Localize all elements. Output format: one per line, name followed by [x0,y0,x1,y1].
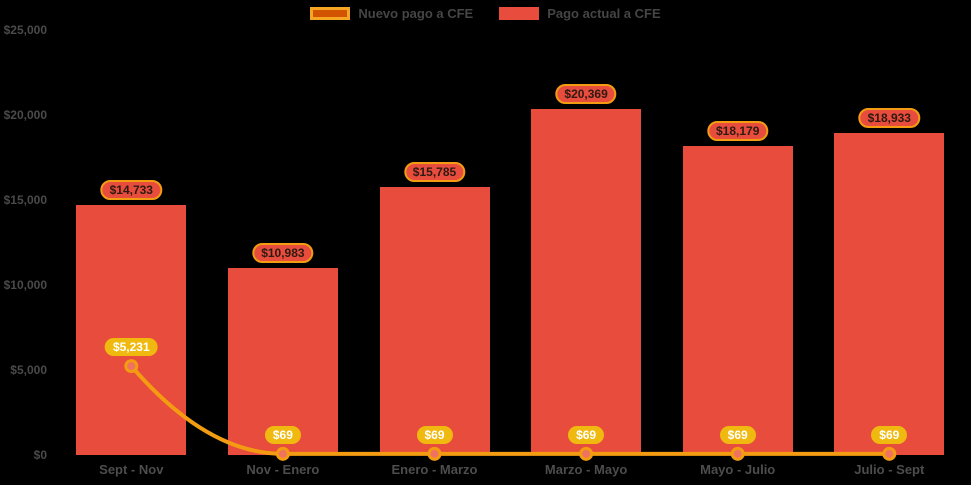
bar-value-label: $18,933 [858,108,920,129]
line-value-label: $69 [871,425,908,444]
bar-value-label: $20,369 [555,83,617,104]
bar-value-label: $18,179 [706,120,769,141]
bar-pago-actual[interactable] [76,204,187,455]
bar-pago-actual[interactable] [531,108,642,455]
bar-pago-actual[interactable] [834,133,945,455]
bar-value-label: $10,983 [252,243,314,264]
line-point[interactable] [275,446,290,461]
y-axis-tick-label: $20,000 [3,108,47,122]
y-axis-tick-label: $0 [33,448,47,462]
line-value-label: $69 [264,425,301,444]
line-value-label: $5,231 [104,338,158,357]
legend-swatch-bar-icon [499,7,540,20]
line-point[interactable] [882,446,897,461]
bar-pago-actual[interactable] [227,268,338,455]
x-axis-tick-label: Sept - Nov [99,462,164,477]
line-value-label: $69 [719,425,756,444]
line-value-label: $69 [416,425,453,444]
x-axis-tick-label: Enero - Marzo [391,462,478,477]
y-axis-tick-label: $15,000 [3,193,47,207]
line-value-label: $69 [568,425,605,444]
legend-swatch-line-icon [310,7,351,20]
y-axis-tick-label: $10,000 [3,278,47,292]
bar-value-label: $14,733 [100,179,162,200]
line-point[interactable] [124,359,139,374]
x-axis-tick-label: Julio - Sept [854,462,925,477]
y-axis-tick-label: $5,000 [10,363,47,377]
line-point[interactable] [427,446,442,461]
bar-value-label: $15,785 [403,161,466,182]
chart-legend: Nuevo pago a CFE Pago actual a CFE [0,6,971,21]
legend-item-pago-actual[interactable]: Pago actual a CFE [499,6,661,21]
x-axis-tick-label: Mayo - Julio [700,462,776,477]
x-axis-tick-label: Marzo - Mayo [544,462,628,477]
legend-label: Pago actual a CFE [547,6,661,21]
bar-pago-actual[interactable] [379,186,490,455]
x-axis-tick-label: Nov - Enero [246,462,320,477]
bar-pago-actual[interactable] [682,145,793,455]
line-point[interactable] [579,446,594,461]
line-nuevo-pago [129,364,890,456]
legend-item-nuevo-pago[interactable]: Nuevo pago a CFE [310,6,473,21]
legend-label: Nuevo pago a CFE [358,6,474,21]
y-axis-tick-label: $25,000 [3,23,47,37]
line-point[interactable] [730,446,745,461]
